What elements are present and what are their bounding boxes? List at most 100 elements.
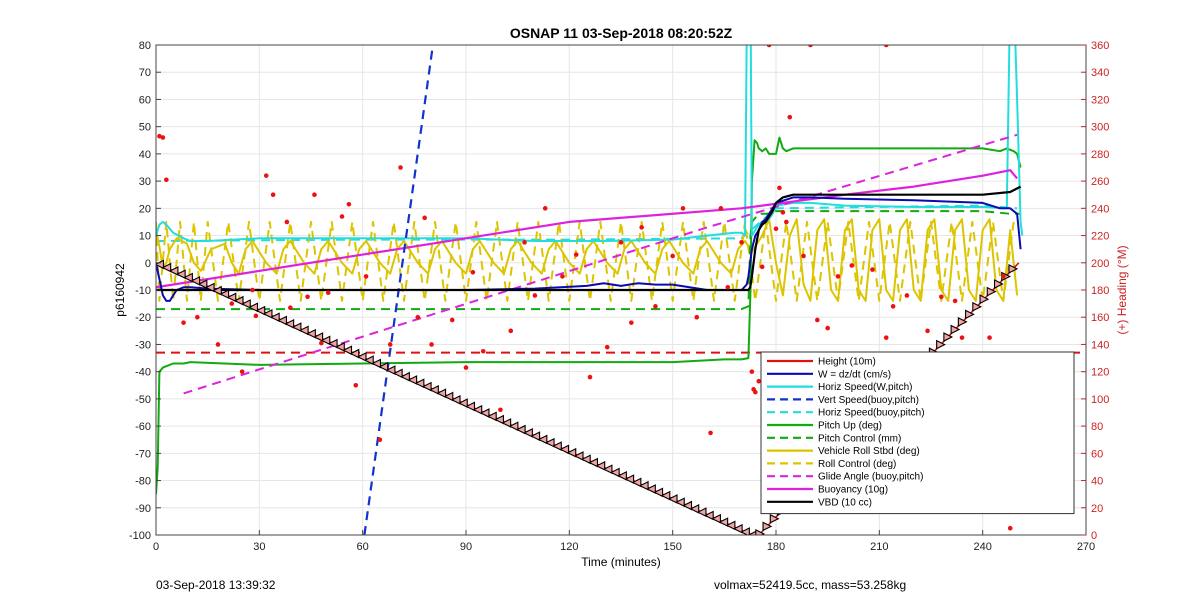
height-marker xyxy=(486,411,497,422)
heading-point xyxy=(739,240,744,245)
height-marker xyxy=(667,494,678,504)
x-tick-label: 210 xyxy=(870,541,888,553)
heading-point xyxy=(777,185,782,191)
series-line-5 xyxy=(156,136,1022,495)
heading-point xyxy=(422,215,427,221)
height-marker xyxy=(284,318,295,329)
height-marker xyxy=(957,317,968,327)
y-tick-label: -20 xyxy=(135,312,151,324)
heading-point xyxy=(801,253,806,259)
y2-tick-label: 20 xyxy=(1091,503,1103,515)
height-marker xyxy=(508,421,519,432)
y-tick-label: -50 xyxy=(135,394,151,406)
heading-point xyxy=(363,274,369,279)
series-line-11 xyxy=(156,185,1022,292)
y-tick-label: -60 xyxy=(135,421,151,433)
height-marker xyxy=(349,348,360,359)
legend-entry: Pitch Up (deg) xyxy=(818,421,882,432)
heading-point xyxy=(449,317,455,323)
heading-point xyxy=(284,219,290,225)
height-marker xyxy=(689,503,700,514)
heading-point xyxy=(325,290,331,296)
heading-point xyxy=(305,294,310,300)
legend-entry: Glide Angle (buoy,pitch) xyxy=(818,472,923,483)
height-marker xyxy=(580,454,591,465)
heading-point xyxy=(522,240,527,245)
height-marker xyxy=(262,309,273,319)
height-marker xyxy=(943,332,954,342)
y2-tick-label: 280 xyxy=(1091,149,1109,161)
height-marker xyxy=(327,338,338,349)
heading-point xyxy=(319,340,324,346)
y2-tick-label: 360 xyxy=(1091,40,1109,52)
heading-point xyxy=(883,45,889,48)
footer-timestamp: 03-Sep-2018 13:39:32 xyxy=(156,578,276,592)
heading-point xyxy=(773,226,779,232)
heading-point xyxy=(718,206,724,211)
height-marker xyxy=(617,470,627,481)
height-marker xyxy=(965,309,975,320)
height-marker xyxy=(993,279,1004,289)
heading-point xyxy=(835,274,841,279)
height-marker xyxy=(696,507,707,518)
height-marker xyxy=(732,523,743,534)
height-marker xyxy=(544,437,555,448)
heading-point xyxy=(753,389,758,395)
heading-point xyxy=(181,320,186,325)
heading-point xyxy=(987,335,992,340)
chart-title: OSNAP 11 03-Sep-2018 08:20:52Z xyxy=(510,25,733,41)
y-tick-label: 70 xyxy=(139,67,151,79)
height-marker xyxy=(624,474,635,485)
height-marker xyxy=(168,266,179,276)
height-marker xyxy=(950,324,961,335)
y-tick-label: 80 xyxy=(139,40,151,52)
height-marker xyxy=(226,292,237,303)
height-marker xyxy=(530,431,541,442)
height-marker xyxy=(479,408,490,418)
x-tick-label: 270 xyxy=(1077,541,1095,553)
legend-box xyxy=(760,351,1075,515)
y-tick-label: 0 xyxy=(145,258,151,270)
series-line-3 xyxy=(363,45,435,535)
y2-tick-label: 120 xyxy=(1091,367,1109,379)
legend-entry: Vehicle Roll Stbd (deg) xyxy=(818,446,920,457)
heading-point xyxy=(573,252,579,257)
height-marker xyxy=(378,361,389,372)
legend-entry: W = dz/dt (cm/s) xyxy=(818,369,891,380)
y2-tick-label: 320 xyxy=(1091,94,1109,106)
heading-point xyxy=(670,253,675,259)
series-line-4 xyxy=(156,204,1018,242)
height-marker xyxy=(660,490,671,501)
height-marker xyxy=(559,444,570,455)
heading-point xyxy=(890,304,896,309)
height-marker xyxy=(183,272,193,283)
heading-point xyxy=(604,344,610,350)
heading-point xyxy=(195,314,200,320)
x-tick-label: 120 xyxy=(560,541,578,553)
y-axis-label: p6160942 xyxy=(113,263,127,317)
heading-point xyxy=(429,342,434,347)
y-tick-label: -80 xyxy=(135,476,151,488)
heading-point xyxy=(784,219,789,225)
y-tick-label: -90 xyxy=(135,503,151,515)
y2-tick-label: 160 xyxy=(1091,312,1109,324)
height-marker xyxy=(269,312,280,323)
heading-point xyxy=(508,328,514,334)
height-marker xyxy=(725,520,736,531)
y2-tick-label: 300 xyxy=(1091,122,1109,134)
axes: 0 30 60 90 120 150 180 210 240 270-100-90-80-70-6… xyxy=(129,40,1109,553)
height-marker xyxy=(595,461,606,471)
height-marker xyxy=(197,279,208,290)
height-marker xyxy=(385,365,396,375)
height-marker xyxy=(762,521,773,532)
series-line-2 xyxy=(156,45,1024,242)
legend-entry: VBD (10 cc) xyxy=(818,497,872,508)
heading-point xyxy=(680,206,686,211)
y2-tick-label: 340 xyxy=(1091,67,1109,79)
height-marker xyxy=(755,529,766,535)
height-marker xyxy=(255,305,266,316)
heading-point xyxy=(708,430,713,436)
heading-point xyxy=(883,335,889,340)
x-tick-label: 60 xyxy=(357,541,369,553)
